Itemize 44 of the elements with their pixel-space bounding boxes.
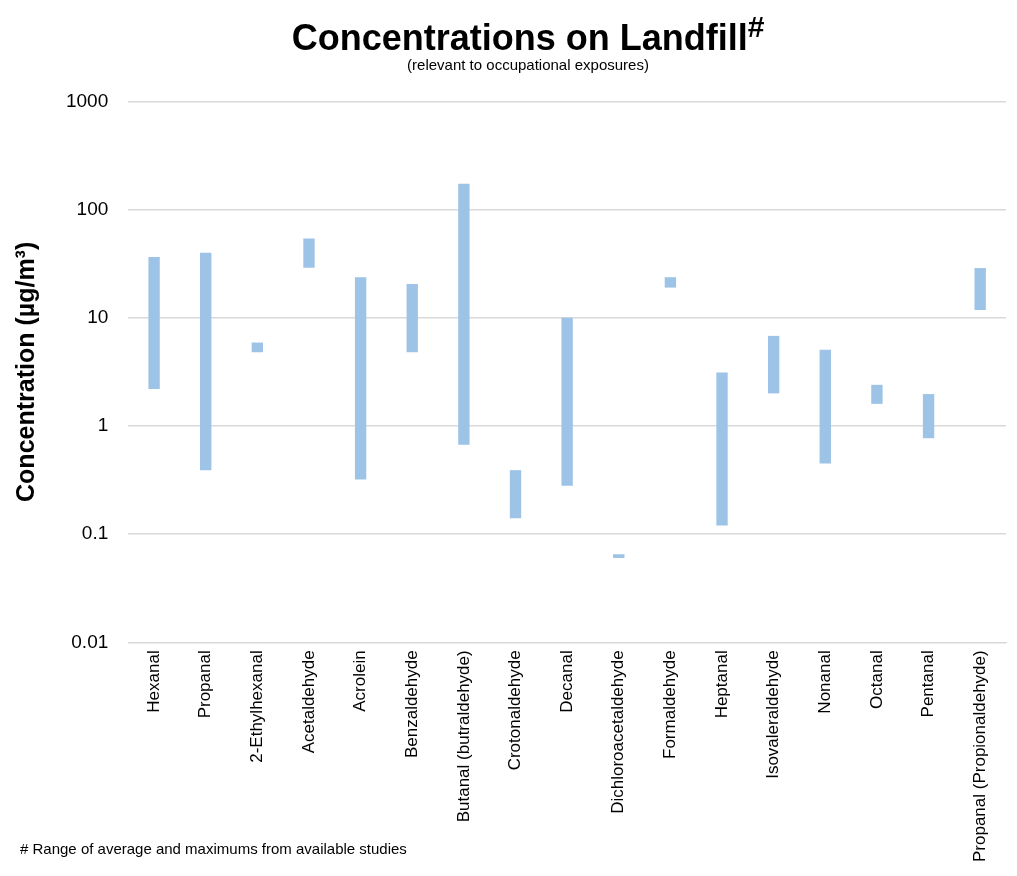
- bar: [716, 372, 728, 526]
- bar: [767, 335, 780, 394]
- x-tick-label: Butanal (butraldehyde): [453, 650, 473, 823]
- y-tick-label: 1000: [65, 89, 109, 111]
- x-tick-label: Benzaldehyde: [401, 650, 421, 759]
- bar: [251, 342, 264, 353]
- x-tick-label: Propanal: [195, 650, 215, 719]
- x-tick-label: Acetaldehyde: [298, 650, 318, 754]
- chart-subtitle: (relevant to occupational exposures): [406, 56, 650, 73]
- y-tick-label: 10: [87, 306, 109, 327]
- bar: [148, 256, 160, 389]
- bar: [613, 554, 625, 559]
- x-tick-label: Decanal: [556, 650, 576, 713]
- x-tick-label: 2-Ethylhexanal: [247, 650, 267, 763]
- bar: [200, 252, 212, 471]
- x-tick-label: Crotonaldehyde: [505, 650, 525, 771]
- y-tick-label: 1: [97, 414, 109, 436]
- bar: [458, 183, 470, 445]
- x-tick-label: Isovaleraldehyde: [763, 650, 783, 779]
- bar: [303, 238, 315, 268]
- x-tick-label: Hexanal: [143, 650, 163, 713]
- bar: [871, 384, 883, 404]
- y-tick-label: 0.1: [81, 522, 109, 544]
- x-tick-label: Propanal (Propionaldehyde): [969, 650, 989, 863]
- x-tick-label: Formaldehyde: [660, 650, 680, 759]
- x-tick-label: Pentanal: [918, 650, 938, 718]
- bar: [922, 394, 935, 439]
- bar: [354, 277, 367, 480]
- bar: [974, 268, 986, 310]
- text: # Range of average and maximums from available studies: [20, 840, 407, 857]
- y-axis-title: Concentration (µg/m³): [10, 241, 39, 502]
- x-tick-label: Dichloroacetaldehyde: [608, 650, 628, 814]
- x-tick-label: Heptanal: [711, 650, 731, 719]
- x-tick-label: Octanal: [866, 650, 886, 709]
- bar: [561, 317, 573, 486]
- y-tick-label: 0.01: [71, 630, 109, 652]
- bar: [819, 349, 831, 464]
- x-tick-label: Acrolein: [350, 650, 370, 712]
- bar: [406, 284, 418, 353]
- y-tick-label: 100: [76, 197, 109, 219]
- chart-title: Concentrations on Landfill$^{#}$: [290, 9, 766, 58]
- bar: [509, 470, 522, 519]
- x-tick-label: Nonanal: [814, 650, 834, 714]
- bar: [664, 277, 677, 288]
